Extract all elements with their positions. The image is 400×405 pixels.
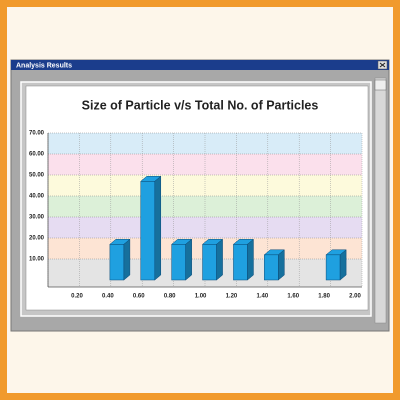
bar-side	[123, 238, 131, 281]
scrollbar[interactable]	[374, 77, 387, 324]
x-tick-label: 0.20	[71, 294, 83, 300]
bar-front	[140, 181, 156, 281]
bar	[325, 249, 347, 281]
bar-side	[247, 238, 254, 281]
x-tick-label: 2.00	[349, 294, 361, 300]
bar-side	[185, 238, 192, 281]
x-tick-label: 0.80	[164, 294, 176, 300]
plot: 10.00 20.00 30.00 40.00 50.00 60.00 70.00 0.20 0…	[29, 131, 363, 300]
x-tick-label: 0.40	[102, 294, 114, 300]
background-band	[48, 196, 362, 217]
background-band	[48, 154, 362, 175]
x-tick-label: 1.00	[195, 294, 207, 300]
bar	[232, 238, 255, 281]
y-tick-label: 40.00	[29, 194, 45, 200]
bar-front	[233, 244, 248, 281]
bar	[263, 249, 286, 281]
bar	[109, 238, 131, 281]
chart-title: Size of Particle v/s Total No. of Partic…	[82, 98, 319, 112]
bar-front	[202, 244, 217, 281]
y-tick-label: 20.00	[29, 236, 45, 242]
y-tick-label: 10.00	[29, 257, 45, 263]
y-tick-label: 60.00	[29, 152, 45, 158]
bar	[140, 175, 162, 281]
bar	[201, 238, 224, 281]
window-title: Analysis Results	[16, 62, 72, 69]
bar-front	[171, 244, 186, 281]
x-tick-label: 1.80	[318, 294, 330, 300]
bar-front	[109, 244, 125, 281]
bar-front	[325, 254, 341, 281]
x-tick-label: 1.60	[287, 294, 299, 300]
bar	[170, 238, 193, 281]
bar-side	[339, 249, 347, 281]
x-tick-label: 1.20	[226, 294, 238, 300]
bar-front	[264, 254, 279, 281]
bar-side	[216, 238, 223, 281]
y-tick-label: 70.00	[29, 131, 45, 137]
scroll-thumb[interactable]	[374, 79, 387, 91]
y-tick-label: 30.00	[29, 215, 45, 221]
x-tick-label: 0.60	[133, 294, 145, 300]
title-bar	[11, 60, 389, 70]
y-tick-label: 50.00	[29, 173, 45, 179]
x-tick-label: 1.40	[256, 294, 268, 300]
close-icon	[379, 62, 386, 68]
bar-side	[154, 175, 162, 281]
bar-side	[278, 249, 285, 281]
